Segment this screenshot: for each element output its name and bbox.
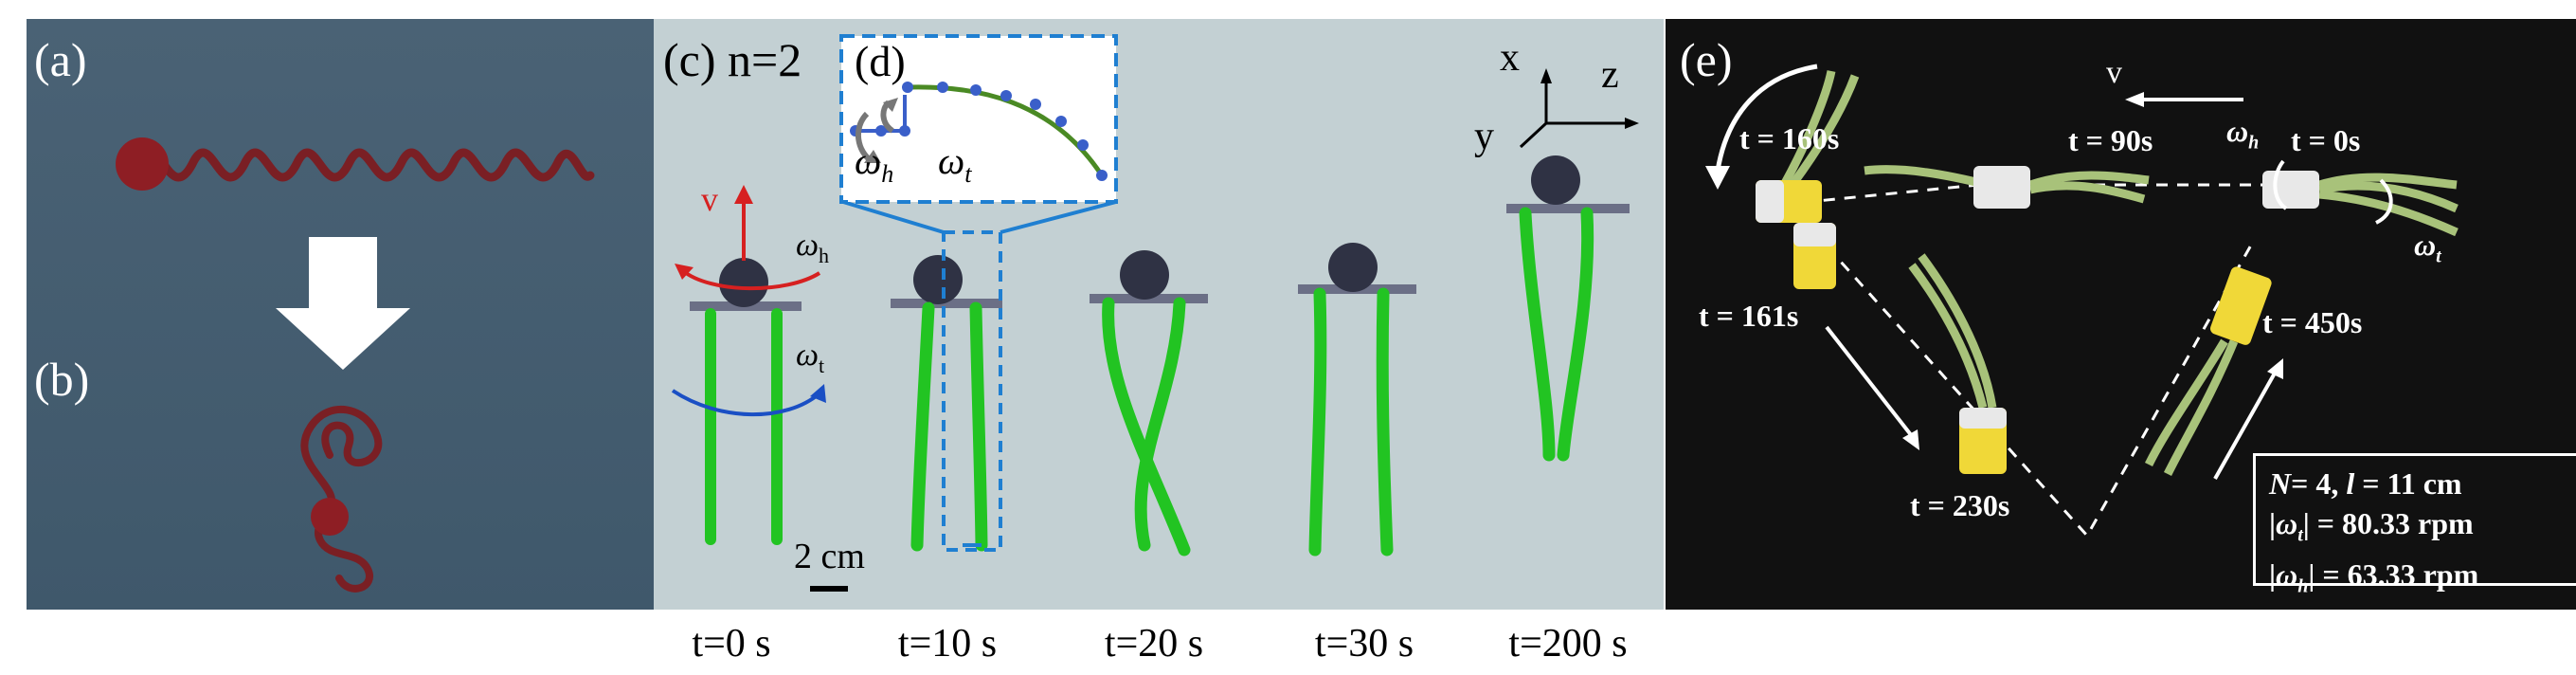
inset-d bbox=[839, 34, 1118, 204]
time-450s: t = 450s bbox=[2262, 305, 2363, 339]
param-line-2: |ωt| = 80.33 rpm bbox=[2269, 506, 2474, 546]
helix-drawing bbox=[116, 137, 595, 593]
robot-bundle-450s bbox=[2144, 266, 2272, 477]
helix-tangled bbox=[300, 406, 383, 593]
time-0s: t = 0s bbox=[2291, 123, 2361, 157]
trajectory-path bbox=[1785, 183, 2272, 538]
parameters-box: N= 4, l = 11 cm |ωt| = 80.33 rpm |ωh| = … bbox=[2253, 453, 2576, 597]
panel-b-label: (b) bbox=[34, 353, 90, 406]
robot-bundle-161s bbox=[1793, 223, 1836, 289]
frame-t0 bbox=[671, 185, 826, 545]
panel-ab: (a) (b) bbox=[27, 19, 654, 610]
helix-straight bbox=[135, 148, 595, 182]
omega-h-label-c: ωh bbox=[796, 228, 830, 267]
zoom-box bbox=[942, 230, 1002, 552]
velocity-label: v bbox=[701, 180, 718, 218]
frame-time-3: t=30 s bbox=[1314, 622, 1414, 666]
frame-time-0: t=0 s bbox=[692, 622, 771, 666]
frame-time-4: t=200 s bbox=[1508, 622, 1628, 666]
robot-bundle-90s bbox=[1864, 165, 2150, 209]
frame-t30 bbox=[1298, 243, 1416, 556]
arc-arrow-160 bbox=[1715, 64, 1818, 172]
simulation-frames bbox=[671, 34, 1639, 592]
panel-e-label: (e) bbox=[1680, 33, 1733, 86]
head-sphere bbox=[1328, 243, 1378, 292]
panel-d-label: (d) bbox=[855, 37, 906, 85]
axis-z-label: z bbox=[1601, 53, 1619, 97]
param-line-3: |ωh| = 63.33 rpm bbox=[2269, 557, 2479, 597]
panel-cd: (c) n=2 (d) v ωh ωt 2 cm ωh ωt x z y bbox=[654, 19, 1664, 610]
frame-time-1: t=10 s bbox=[897, 622, 998, 666]
arrow-down-right bbox=[1825, 325, 1914, 438]
frame-t20 bbox=[1090, 250, 1208, 556]
frame-time-2: t=20 s bbox=[1104, 622, 1204, 666]
scale-bar bbox=[810, 586, 848, 592]
time-161s: t = 161s bbox=[1699, 299, 1799, 333]
velocity-label-e: v bbox=[2106, 55, 2122, 90]
omega-t-label-d: ωt bbox=[938, 139, 972, 188]
head-sphere bbox=[719, 258, 768, 307]
helix-head-a bbox=[116, 137, 169, 191]
head-sphere bbox=[1531, 155, 1580, 205]
robot-bundle-230s bbox=[1908, 253, 2007, 474]
param-line-1: N= 4, l = 11 cm bbox=[2269, 466, 2462, 501]
head-sphere bbox=[1120, 250, 1169, 300]
robot-bundle-160s bbox=[1756, 70, 1860, 223]
time-230s: t = 230s bbox=[1910, 488, 2010, 522]
axis-y-label: y bbox=[1474, 115, 1494, 158]
time-160s: t = 160s bbox=[1739, 121, 1840, 155]
arrow-up-right bbox=[2213, 369, 2279, 480]
axes-triad bbox=[1519, 68, 1639, 149]
omega-h-label-d: ωh bbox=[855, 139, 894, 188]
scale-bar-label: 2 cm bbox=[794, 537, 865, 576]
panel-a-label: (a) bbox=[34, 33, 87, 86]
frame-t10 bbox=[842, 200, 1117, 552]
time-90s: t = 90s bbox=[2068, 123, 2153, 157]
helix-head-b bbox=[311, 498, 349, 536]
omega-t-arc-e bbox=[2374, 178, 2393, 225]
omega-h-label-e: ωh bbox=[2226, 114, 2260, 154]
omega-t-label-c: ωt bbox=[796, 338, 825, 377]
transition-arrow bbox=[276, 237, 410, 370]
omega-t-label-e: ωt bbox=[2414, 228, 2441, 267]
frame-t200 bbox=[1506, 155, 1630, 462]
experiment-trajectory bbox=[1705, 64, 2459, 538]
omega-h-arc-e bbox=[2273, 159, 2288, 210]
axis-x-label: x bbox=[1500, 36, 1520, 80]
head-sphere bbox=[913, 255, 963, 304]
panel-c-label: (c) n=2 bbox=[663, 33, 802, 86]
robot-bundle-0s bbox=[2262, 171, 2459, 237]
